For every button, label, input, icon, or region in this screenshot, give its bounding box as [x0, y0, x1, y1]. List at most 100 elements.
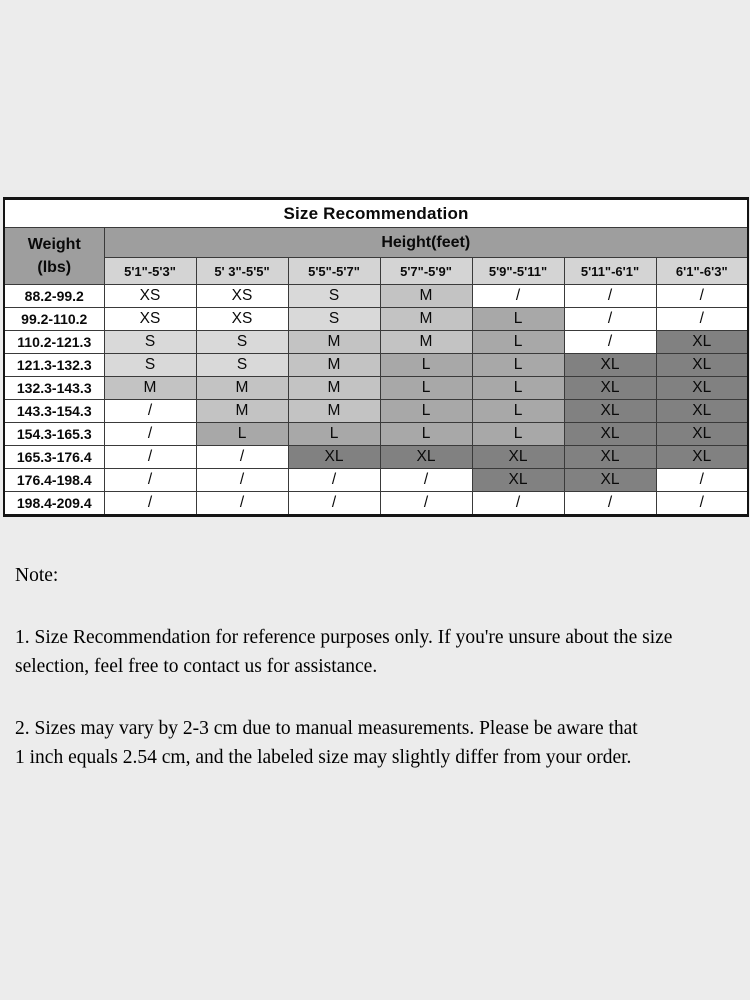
- size-cell: XS: [103, 307, 197, 331]
- size-cell: M: [195, 399, 289, 423]
- size-cell: L: [471, 307, 565, 331]
- size-cell: S: [287, 284, 381, 308]
- size-cell: M: [287, 399, 381, 423]
- size-cell: L: [195, 422, 289, 446]
- size-cell: /: [563, 284, 657, 308]
- weight-range-cell: 121.3-132.3: [3, 353, 105, 377]
- weight-range-cell: 88.2-99.2: [3, 284, 105, 308]
- size-cell: /: [563, 491, 657, 516]
- size-cell: L: [379, 422, 473, 446]
- note-item-1: 1. Size Recommendation for reference pur…: [15, 627, 673, 677]
- table-row: 154.3-165.3/L L L L XL XL: [3, 422, 749, 446]
- weight-range-cell: 110.2-121.3: [3, 330, 105, 354]
- notes-section: Note: 1. Size Recommendation for referen…: [15, 561, 750, 805]
- table-row: 165.3-176.4// XL XL XL XL XL: [3, 445, 749, 469]
- size-cell: XL: [471, 468, 565, 492]
- size-cell: XL: [563, 399, 657, 423]
- size-cell: XS: [195, 284, 289, 308]
- size-cell: M: [379, 330, 473, 354]
- size-cell: /: [103, 399, 197, 423]
- size-cell: /: [563, 307, 657, 331]
- size-cell: L: [379, 399, 473, 423]
- size-cell: XL: [655, 330, 749, 354]
- table-row: 121.3-132.3 S S M L L XL XL: [3, 353, 749, 377]
- size-cell: L: [471, 330, 565, 354]
- table-title: Size Recommendation: [3, 198, 749, 228]
- table-row: 132.3-143.3 M M M L L XL XL: [3, 376, 749, 400]
- size-cell: L: [471, 376, 565, 400]
- height-range-header: 5' 3"-5'5": [195, 257, 289, 285]
- weight-range-cell: 132.3-143.3: [3, 376, 105, 400]
- weight-range-cell: 99.2-110.2: [3, 307, 105, 331]
- height-range-header: 5'9"-5'11": [471, 257, 565, 285]
- size-cell: M: [287, 376, 381, 400]
- size-cell: L: [287, 422, 381, 446]
- size-cell: XL: [287, 445, 381, 469]
- size-cell: XL: [655, 422, 749, 446]
- weight-header-line1: Weight: [27, 235, 81, 253]
- size-cell: S: [103, 330, 197, 354]
- size-cell: L: [379, 353, 473, 377]
- height-range-header: 5'11"-6'1": [563, 257, 657, 285]
- size-cell: L: [471, 399, 565, 423]
- size-cell: S: [287, 307, 381, 331]
- size-cell: XL: [563, 468, 657, 492]
- height-group-header: Height(feet): [103, 227, 749, 258]
- height-range-header: 5'7"-5'9": [379, 257, 473, 285]
- weight-column-header: Weight (lbs): [3, 227, 105, 285]
- size-cell: L: [471, 353, 565, 377]
- size-cell: /: [563, 330, 657, 354]
- size-cell: L: [471, 422, 565, 446]
- size-cell: /: [103, 468, 197, 492]
- size-cell: S: [103, 353, 197, 377]
- size-cell: M: [287, 353, 381, 377]
- size-cell: /: [103, 491, 197, 516]
- size-cell: S: [195, 353, 289, 377]
- size-cell: XL: [655, 445, 749, 469]
- size-cell: XS: [195, 307, 289, 331]
- size-cell: /: [655, 468, 749, 492]
- table-row: 198.4-209.4// / / / / /: [3, 491, 749, 516]
- size-cell: XL: [563, 353, 657, 377]
- size-cell: XL: [379, 445, 473, 469]
- height-range-header: 5'1"-5'3": [103, 257, 197, 285]
- size-cell: /: [655, 307, 749, 331]
- size-cell: /: [195, 491, 289, 516]
- weight-range-cell: 154.3-165.3: [3, 422, 105, 446]
- height-range-header-row: 5'1"-5'3" 5' 3"-5'5" 5'5"-5'7" 5'7"-5'9" 5'9…: [4, 257, 749, 285]
- size-cell: XL: [563, 376, 657, 400]
- table-row: 88.2-99.2 XS XS S M / / /: [3, 284, 749, 308]
- size-cell: XL: [563, 445, 657, 469]
- size-cell: /: [471, 491, 565, 516]
- size-cell: XL: [655, 353, 749, 377]
- weight-range-cell: 176.4-198.4: [3, 468, 105, 492]
- weight-range-cell: 143.3-154.3: [3, 399, 105, 423]
- size-cell: M: [195, 376, 289, 400]
- size-cell: S: [195, 330, 289, 354]
- size-recommendation-table: Size Recommendation Weight (lbs) Height(…: [3, 197, 750, 517]
- table-title-row: Size Recommendation: [3, 198, 749, 228]
- size-cell: M: [379, 284, 473, 308]
- size-cell: /: [379, 491, 473, 516]
- table-row: 143.3-154.3/M M L L XL XL: [3, 399, 749, 423]
- table-group-header-row: Weight (lbs) Height(feet): [3, 227, 749, 285]
- weight-range-cell: 198.4-209.4: [3, 491, 105, 516]
- size-cell: /: [195, 468, 289, 492]
- note-item-2: 2. Sizes may vary by 2-3 cm due to manua…: [15, 718, 638, 768]
- size-recommendation-table-wrap: Size Recommendation Weight (lbs) Height(…: [3, 197, 750, 517]
- weight-header-line2: (lbs): [37, 259, 72, 276]
- size-cell: /: [195, 445, 289, 469]
- size-cell: M: [379, 307, 473, 331]
- height-range-header: 5'5"-5'7": [287, 257, 381, 285]
- size-cell: XL: [655, 376, 749, 400]
- size-cell: M: [287, 330, 381, 354]
- height-range-header: 6'1"-6'3": [655, 257, 749, 285]
- size-cell: /: [655, 284, 749, 308]
- size-cell: /: [103, 422, 197, 446]
- weight-range-cell: 165.3-176.4: [3, 445, 105, 469]
- size-cell: /: [103, 445, 197, 469]
- size-cell: /: [655, 491, 749, 516]
- size-cell: XL: [655, 399, 749, 423]
- notes-heading: Note:: [15, 565, 59, 586]
- table-row: 176.4-198.4// / / XL XL /: [3, 468, 749, 492]
